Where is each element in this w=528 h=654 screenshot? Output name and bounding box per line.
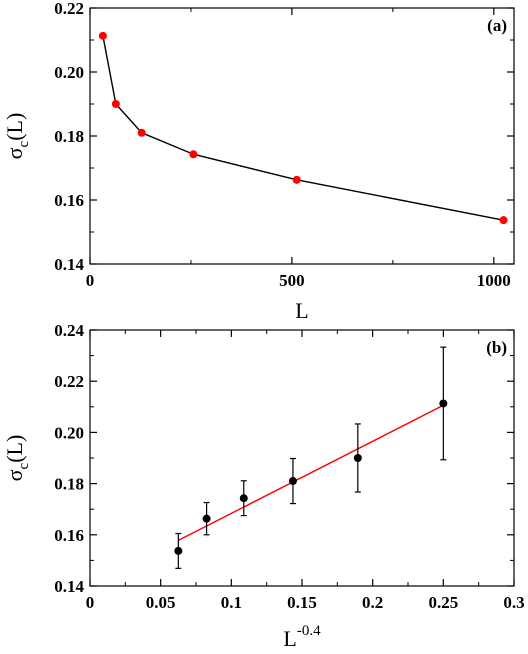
y-tick-label: 0.20 xyxy=(54,63,84,82)
plot-frame-b xyxy=(89,329,515,587)
x-tick-label: 0.05 xyxy=(146,593,176,612)
panel-b: 0 0.05 0.1 0.15 0.2 0.25 0.3 0.140.160.180.200… xyxy=(2,321,525,651)
x-axis-label-b: L-0.4 xyxy=(283,623,321,651)
y-tick-label: 0.14 xyxy=(54,577,84,596)
data-point xyxy=(239,494,248,503)
x-tick-label: 1000 xyxy=(477,271,511,290)
y-axis-label-b: σc(L) xyxy=(2,435,32,482)
svg-text:σc(L): σc(L) xyxy=(2,435,32,482)
data-point xyxy=(353,454,362,462)
x-tick-label: 0.3 xyxy=(503,593,524,612)
x-tick-label: 500 xyxy=(279,271,305,290)
y-axis-ticks-b: 0.14 0.16 0.18 0.20 0.22 0.24 xyxy=(54,321,514,596)
fit-line-b xyxy=(178,404,444,542)
x-tick-label: 0.15 xyxy=(287,593,317,612)
y-tick-label: 0.14 xyxy=(54,255,84,274)
y-tick-label: 0.16 xyxy=(54,191,84,210)
data-point xyxy=(439,399,448,408)
y-tick-label: 0.18 xyxy=(54,475,84,494)
panel-label-a: (a) xyxy=(487,16,507,35)
x-tick-label: 0 xyxy=(86,593,95,612)
y-tick-label: 0.20 xyxy=(54,423,84,442)
x-tick-label: 0.25 xyxy=(428,593,458,612)
series-line xyxy=(102,35,504,221)
x-tick-label: 0.1 xyxy=(221,593,242,612)
y-axis-label-a: σc(L) xyxy=(2,113,32,160)
series-b xyxy=(174,346,448,569)
series-a xyxy=(98,31,508,225)
data-point xyxy=(174,546,183,555)
y-tick-label: 0.22 xyxy=(54,372,84,391)
data-point xyxy=(98,31,107,40)
data-point xyxy=(292,175,301,184)
panel-a: 0 500 1000 0.14 0.16 0.18 0.20 0.22 (a) L σc(L… xyxy=(2,0,515,323)
data-point xyxy=(137,128,146,137)
plot-frame-a xyxy=(89,7,515,265)
y-tick-label: 0.18 xyxy=(54,127,84,146)
svg-text:σc(L): σc(L) xyxy=(2,113,32,160)
y-tick-label: 0.24 xyxy=(54,321,84,340)
x-tick-label: 0.2 xyxy=(362,593,383,612)
data-point xyxy=(499,216,508,225)
x-axis-label-a: L xyxy=(295,298,308,323)
data-point xyxy=(189,150,198,159)
data-point xyxy=(202,514,211,523)
panel-label-b: (b) xyxy=(486,338,507,357)
x-axis-ticks-a: 0 500 1000 xyxy=(86,8,511,290)
y-tick-label: 0.16 xyxy=(54,526,84,545)
data-point xyxy=(288,477,297,486)
y-axis-ticks-a: 0.14 0.16 0.18 0.20 0.22 xyxy=(54,0,514,274)
data-point xyxy=(111,100,120,108)
x-axis-ticks-b: 0 0.05 0.1 0.15 0.2 0.25 0.3 xyxy=(86,330,525,612)
fit-line xyxy=(178,404,444,542)
y-tick-label: 0.22 xyxy=(54,0,84,18)
x-tick-label: 0 xyxy=(86,271,95,290)
